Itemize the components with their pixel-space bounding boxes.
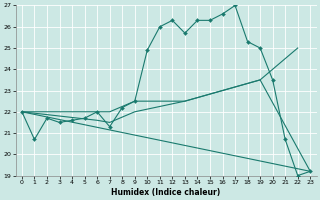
X-axis label: Humidex (Indice chaleur): Humidex (Indice chaleur) bbox=[111, 188, 221, 197]
